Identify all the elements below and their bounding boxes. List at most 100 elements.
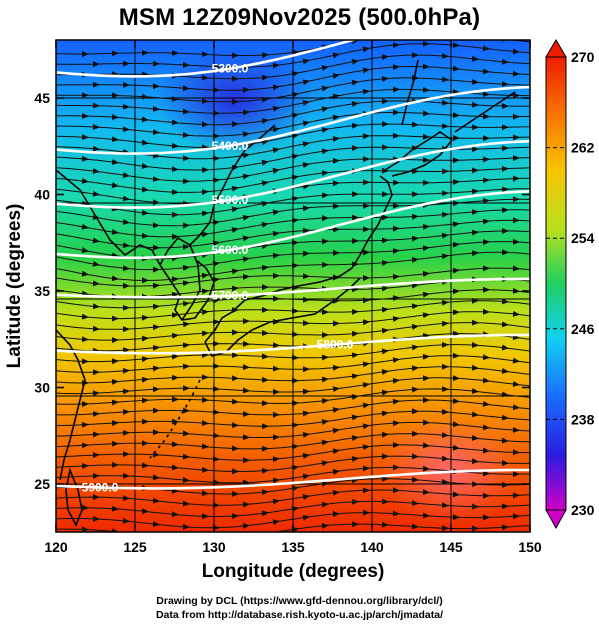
wind-arrow: [122, 265, 130, 272]
wind-arrow: [111, 275, 119, 282]
wind-arrow: [362, 402, 370, 409]
wind-arrow: [422, 245, 430, 252]
wind-arrow: [501, 391, 509, 398]
wind-arrow: [242, 523, 250, 529]
wind-arrow: [171, 95, 179, 102]
wind-arrow: [291, 112, 299, 119]
wind-arrow: [332, 52, 340, 59]
wind-arrow: [482, 354, 490, 361]
wind-arrow: [332, 386, 340, 393]
y-tick-label: 35: [34, 283, 50, 299]
credit-data: Data from http://database.rish.kyoto-u.a…: [155, 609, 444, 621]
wind-arrow: [302, 100, 310, 106]
wind-arrow: [242, 173, 250, 180]
wind-arrow: [92, 190, 100, 197]
wind-arrow: [392, 316, 400, 322]
x-tick-label: 150: [518, 539, 542, 555]
wind-arrow: [422, 312, 430, 319]
wind-arrow: [152, 129, 160, 136]
wind-arrow: [291, 195, 299, 202]
wind-arrow: [81, 200, 89, 207]
wind-arrow: [291, 153, 299, 160]
wind-arrow: [411, 303, 419, 310]
x-tick-label: 145: [439, 539, 463, 555]
wind-arrow: [482, 400, 490, 407]
streamline: [56, 311, 530, 330]
wind-arrow: [182, 108, 190, 115]
colorbar-max-arrow: [545, 39, 567, 58]
wind-arrow: [302, 514, 310, 521]
wind-arrow: [381, 54, 389, 61]
wind-arrow: [411, 344, 419, 351]
wind-arrow: [332, 448, 340, 455]
streamline: [56, 289, 530, 309]
wind-arrow: [272, 62, 280, 69]
streamline: [56, 333, 530, 352]
wind-arrow: [212, 276, 220, 283]
wind-arrow: [122, 242, 130, 249]
wind-arrow: [351, 79, 359, 86]
wind-arrow: [482, 68, 490, 75]
wind-arrow: [471, 78, 479, 85]
wind-arrow: [272, 209, 280, 216]
wind-arrow: [452, 288, 460, 295]
wind-arrow: [182, 243, 190, 250]
wind-arrow: [482, 45, 490, 52]
wind-arrow: [141, 139, 149, 146]
colorbar-label: 230: [571, 502, 595, 518]
wind-arrow: [152, 474, 160, 481]
streamline: [56, 399, 530, 416]
wind-arrow: [351, 58, 359, 65]
wind-arrow: [201, 309, 209, 316]
wind-arrow: [501, 367, 509, 374]
colorbar-scale: [545, 56, 567, 511]
wind-arrow: [261, 74, 269, 81]
wind-arrow: [302, 205, 310, 212]
wind-arrow: [141, 186, 149, 193]
wind-arrow: [452, 65, 460, 72]
wind-arrow: [291, 174, 299, 181]
streamline: [56, 512, 530, 529]
wind-arrow: [351, 122, 359, 129]
wind-arrow: [261, 510, 269, 517]
streamline: [56, 267, 530, 287]
wind-arrow: [172, 538, 178, 539]
wind-arrow: [291, 464, 299, 471]
y-axis-ticks: 25 30 35 40 45: [34, 90, 530, 492]
wind-arrow: [122, 172, 130, 178]
wind-arrow: [362, 319, 370, 326]
streamline: [56, 355, 530, 373]
wind-arrow: [471, 364, 479, 371]
wind-arrow: [272, 477, 280, 484]
wind-arrow: [512, 287, 520, 294]
wind-arrow: [392, 398, 400, 405]
colorbar-label: 270: [571, 49, 595, 65]
wind-arrow: [141, 209, 149, 216]
wind-arrow: [321, 85, 329, 92]
wind-arrow: [81, 270, 89, 277]
wind-arrow: [351, 352, 359, 359]
wind-arrow: [332, 73, 340, 79]
wind-arrow: [291, 217, 299, 224]
wind-arrow: [182, 280, 190, 287]
wind-arrow: [201, 272, 209, 279]
wind-arrow: [291, 49, 299, 56]
wind-arrow: [291, 70, 299, 77]
wind-arrow: [111, 205, 119, 212]
wind-arrow: [512, 404, 520, 411]
y-tick-label: 45: [34, 90, 50, 106]
wind-arrow: [141, 531, 149, 532]
y-tick-label: 40: [34, 187, 50, 203]
wind-arrow: [81, 177, 89, 184]
wind-arrow: [321, 127, 329, 134]
wind-arrow: [261, 489, 269, 496]
contour-label: 5600.0: [212, 243, 249, 257]
wind-arrow: [362, 382, 370, 389]
wind-arrow: [452, 42, 460, 49]
x-tick-label: 125: [123, 539, 147, 555]
wind-arrow: [471, 411, 479, 418]
wind-arrow: [351, 435, 359, 442]
wind-arrow: [212, 177, 220, 184]
wind-arrow: [261, 96, 269, 103]
wind-arrow: [302, 410, 310, 417]
